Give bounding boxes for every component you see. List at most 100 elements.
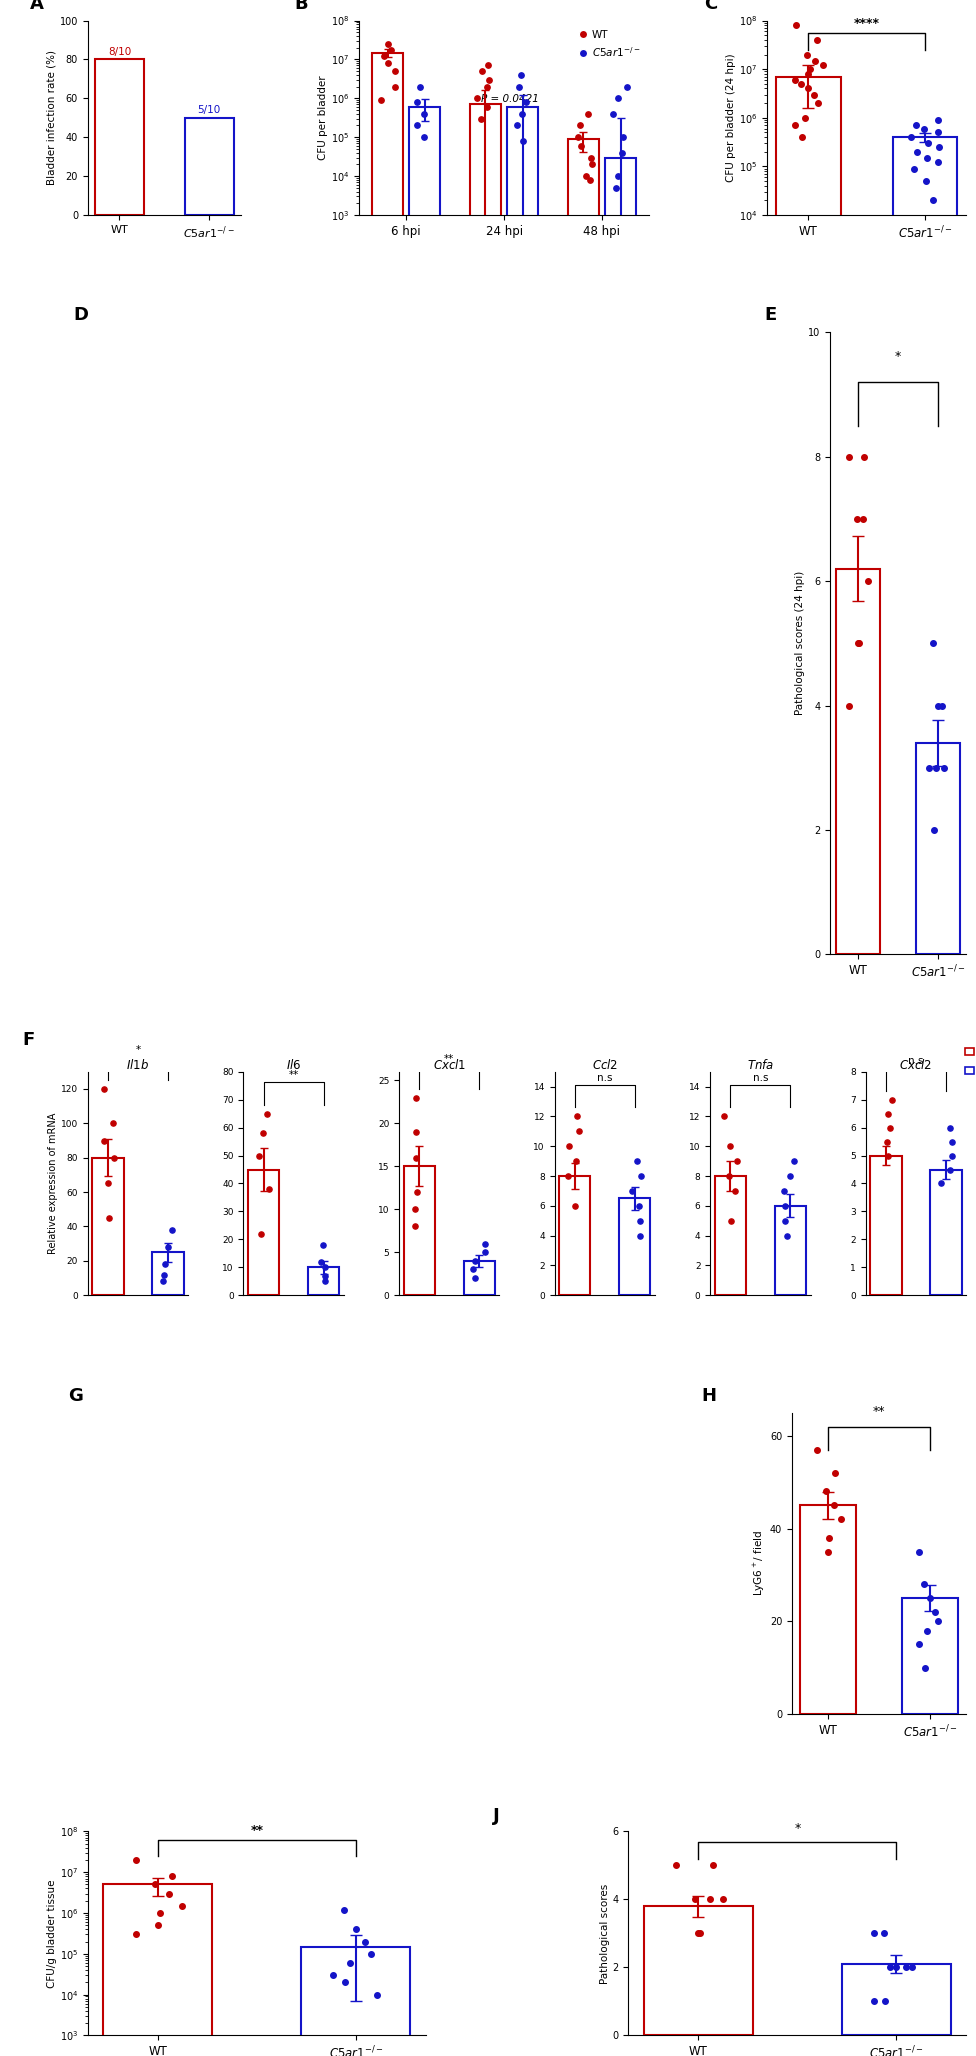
- Point: [794, 121, 810, 154]
- Point: [916, 1569, 932, 1602]
- Point: [376, 39, 391, 72]
- Point: [105, 1106, 121, 1139]
- Point: [922, 1581, 938, 1614]
- Point: [511, 70, 527, 103]
- Point: [669, 1848, 684, 1881]
- Point: [251, 1139, 266, 1172]
- Text: B: B: [295, 0, 308, 12]
- Point: [867, 1984, 882, 2017]
- Point: [819, 1474, 834, 1507]
- Bar: [469, 105, 501, 2056]
- Text: D: D: [73, 306, 89, 325]
- Point: [479, 70, 495, 103]
- Point: [381, 27, 396, 60]
- Y-axis label: Relative expression of mRNA: Relative expression of mRNA: [48, 1112, 59, 1254]
- Text: E: E: [764, 306, 777, 325]
- Point: [727, 1174, 743, 1207]
- Point: [164, 1213, 180, 1246]
- Text: J: J: [493, 1807, 500, 1826]
- Point: [916, 1651, 932, 1684]
- Point: [161, 1877, 177, 1910]
- Point: [884, 1084, 900, 1116]
- Y-axis label: CFU per bladder: CFU per bladder: [318, 76, 328, 160]
- Point: [384, 33, 399, 66]
- Point: [469, 82, 485, 115]
- Point: [828, 1456, 843, 1489]
- Point: [314, 1229, 330, 1262]
- Bar: [714, 1176, 746, 1295]
- Text: F: F: [22, 1030, 35, 1049]
- Point: [619, 70, 634, 103]
- Text: n.s: n.s: [597, 1073, 613, 1084]
- Title: $\it{Tnfa}$: $\it{Tnfa}$: [747, 1057, 774, 1071]
- Point: [921, 750, 937, 783]
- Point: [943, 1153, 958, 1186]
- Point: [610, 160, 626, 193]
- Point: [616, 121, 631, 154]
- Bar: [95, 60, 144, 216]
- Bar: [184, 117, 234, 216]
- Point: [800, 72, 816, 105]
- Text: G: G: [68, 1386, 83, 1404]
- Point: [326, 1959, 342, 1992]
- Text: **: **: [250, 1824, 264, 1838]
- Point: [928, 750, 944, 783]
- Text: 8/10: 8/10: [108, 47, 131, 56]
- Point: [800, 58, 816, 90]
- Point: [723, 1205, 739, 1238]
- Point: [904, 1951, 919, 1984]
- Point: [855, 502, 871, 535]
- Point: [631, 1188, 647, 1221]
- Point: [466, 1252, 481, 1285]
- Point: [513, 58, 529, 90]
- Point: [715, 1883, 731, 1916]
- Title: $\it{Il6}$: $\it{Il6}$: [286, 1057, 302, 1071]
- Point: [783, 1160, 798, 1192]
- Point: [386, 56, 402, 88]
- Point: [584, 142, 599, 175]
- Point: [380, 47, 395, 80]
- Bar: [619, 1199, 650, 1295]
- Point: [826, 1489, 841, 1521]
- Point: [146, 1869, 162, 1902]
- Point: [807, 43, 823, 76]
- Bar: [836, 570, 880, 954]
- Title: $\it{Cxcl2}$: $\it{Cxcl2}$: [900, 1057, 933, 1071]
- Text: P = 0.0421: P = 0.0421: [481, 95, 539, 105]
- Bar: [776, 76, 840, 2056]
- Point: [152, 1896, 168, 1929]
- Point: [571, 1114, 587, 1147]
- Point: [841, 440, 857, 473]
- Point: [611, 82, 627, 115]
- Point: [898, 1951, 914, 1984]
- Point: [877, 1984, 893, 2017]
- Bar: [507, 107, 539, 2056]
- Legend: WT, $\it{C5ar1}$$^{-/-}$: WT, $\it{C5ar1}$$^{-/-}$: [575, 27, 644, 64]
- Bar: [800, 1505, 856, 1715]
- Point: [882, 1110, 898, 1143]
- Bar: [893, 138, 957, 2056]
- Point: [860, 565, 875, 598]
- Point: [480, 49, 496, 82]
- Point: [313, 1246, 329, 1279]
- Point: [568, 1145, 584, 1178]
- Point: [841, 689, 857, 722]
- Point: [407, 1192, 423, 1225]
- Point: [633, 1160, 649, 1192]
- Point: [778, 1205, 793, 1238]
- Point: [687, 1883, 703, 1916]
- Point: [777, 1174, 793, 1207]
- Text: *: *: [895, 350, 901, 364]
- Point: [888, 1951, 904, 1984]
- Point: [937, 750, 953, 783]
- Point: [101, 1168, 116, 1201]
- Bar: [409, 107, 440, 2056]
- Point: [97, 1125, 112, 1158]
- Point: [473, 103, 489, 136]
- Point: [150, 1908, 166, 1941]
- Point: [851, 627, 867, 660]
- Title: $\it{Ccl2}$: $\it{Ccl2}$: [591, 1057, 618, 1071]
- Point: [930, 103, 946, 136]
- Bar: [559, 1176, 590, 1295]
- Point: [931, 130, 947, 162]
